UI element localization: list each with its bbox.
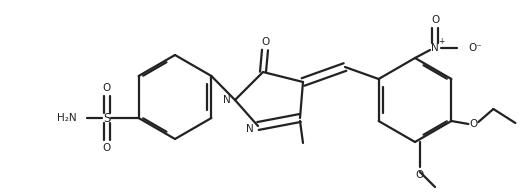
Text: O: O — [431, 15, 439, 25]
Text: N: N — [431, 43, 439, 53]
Text: O⁻: O⁻ — [468, 43, 482, 53]
Text: N: N — [246, 124, 254, 134]
Text: +: + — [438, 36, 444, 46]
Text: O: O — [416, 170, 424, 180]
Text: O: O — [103, 143, 111, 153]
Text: S: S — [103, 112, 110, 125]
Text: O: O — [261, 37, 269, 47]
Text: N: N — [223, 95, 231, 105]
Text: H₂N: H₂N — [57, 113, 77, 123]
Text: O: O — [469, 119, 478, 129]
Text: O: O — [103, 83, 111, 93]
